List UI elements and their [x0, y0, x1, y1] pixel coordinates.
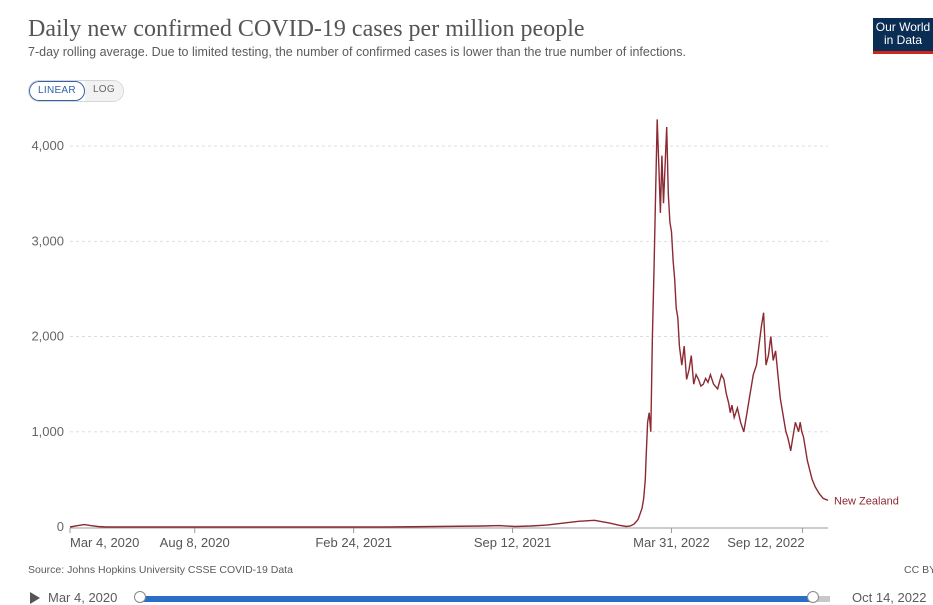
x-tick-label: Aug 8, 2020 — [160, 535, 230, 550]
timeline-start-handle[interactable] — [134, 591, 146, 603]
logo-line-1: Our World — [875, 20, 931, 34]
x-tick-label: Sep 12, 2021 — [474, 535, 551, 550]
x-tick-label: Mar 4, 2020 — [70, 535, 139, 550]
y-tick-label: 1,000 — [31, 424, 64, 439]
chart-title: Daily new confirmed COVID-19 cases per m… — [28, 16, 585, 42]
play-icon[interactable] — [30, 592, 40, 604]
y-tick-label: 3,000 — [31, 233, 64, 248]
x-tick-label: Feb 24, 2021 — [315, 535, 392, 550]
y-tick-label: 4,000 — [31, 138, 64, 153]
timeline-end-label: Oct 14, 2022 — [852, 590, 927, 605]
series-label-new-zealand[interactable]: New Zealand — [834, 495, 899, 507]
owid-logo[interactable]: Our World in Data — [873, 18, 933, 54]
linear-scale-button[interactable]: LINEAR — [29, 81, 85, 101]
series-line-new-zealand[interactable] — [69, 119, 829, 528]
x-tick-label: Sep 12, 2022 — [727, 535, 804, 550]
timeline: Mar 4, 2020 Oct 14, 2022 — [0, 586, 933, 605]
x-tick-label: Mar 31, 2022 — [633, 535, 710, 550]
source-note[interactable]: Source: Johns Hopkins University CSSE CO… — [28, 564, 293, 576]
x-axis: Mar 4, 2020 Aug 8, 2020 Feb 24, 2021 Sep 12… — [69, 527, 828, 550]
y-tick-label: 0 — [57, 519, 64, 534]
log-scale-button[interactable]: LOG — [84, 81, 123, 101]
timeline-selected-range[interactable] — [140, 596, 813, 602]
logo-line-2: in Data — [883, 32, 923, 47]
timeline-end-handle[interactable] — [807, 591, 819, 603]
scale-toggle: LINEAR LOG — [28, 80, 124, 102]
chart-subtitle: 7-day rolling average. Due to limited te… — [28, 45, 686, 59]
y-tick-label: 2,000 — [31, 329, 64, 344]
license-label[interactable]: CC BY — [904, 564, 933, 576]
line-chart: 0 1,000 2,000 3,000 4,000 Mar 4, 2020 Aug 8, … — [31, 119, 899, 550]
gridlines — [70, 145, 828, 433]
timeline-start-label: Mar 4, 2020 — [48, 590, 118, 605]
y-axis: 0 1,000 2,000 3,000 4,000 — [31, 138, 64, 534]
